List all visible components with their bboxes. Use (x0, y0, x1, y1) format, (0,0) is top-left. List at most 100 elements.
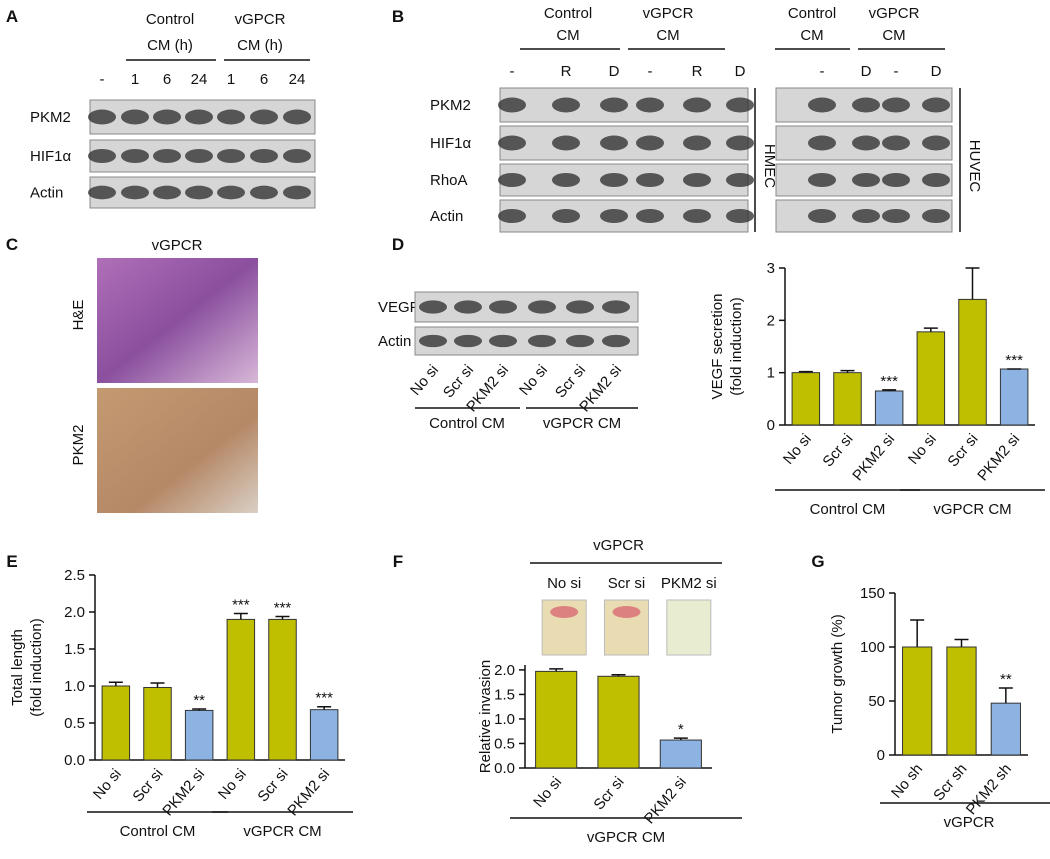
blot-band (250, 185, 278, 200)
ihc-image (97, 388, 258, 513)
blot-band (852, 172, 880, 188)
blot-band (600, 135, 628, 151)
row-label: VEGF (378, 299, 419, 316)
bar (535, 670, 578, 769)
significance: *** (232, 596, 250, 613)
error-bar (192, 708, 207, 711)
blot-band (726, 208, 754, 224)
he-image (97, 258, 258, 383)
lane-label: - (648, 63, 653, 80)
blot-band (726, 172, 754, 188)
blot-band (882, 208, 910, 224)
lane-label: D (861, 63, 872, 80)
significance: *** (274, 599, 292, 616)
bar (916, 331, 946, 426)
blot-band (600, 97, 628, 113)
y-tick-label: 3 (767, 260, 775, 277)
panel-letter: G (811, 552, 824, 571)
y-tick-label: 1.0 (64, 678, 85, 695)
blot-band (185, 109, 213, 125)
blot-band (683, 135, 711, 151)
y-axis-label: (fold induction) (728, 297, 745, 395)
lane-label: 24 (191, 71, 208, 88)
lane-label: D (735, 63, 746, 80)
blot-band (683, 172, 711, 188)
bar (958, 298, 987, 426)
lane-label: - (100, 71, 105, 88)
bar (902, 646, 933, 756)
invasion-stain (550, 606, 579, 618)
bar (101, 685, 131, 761)
blot-band (808, 172, 836, 188)
blot-band (498, 208, 526, 224)
blot-band (489, 334, 517, 348)
y-tick-label: 150 (860, 585, 885, 602)
bar (597, 675, 640, 769)
group-label: Control CM (120, 823, 196, 840)
blot-band (88, 185, 116, 200)
row-label: PKM2 (30, 109, 71, 126)
image-label: PKM2 si (661, 575, 717, 592)
significance: *** (1005, 352, 1023, 369)
panel-letter: E (6, 552, 17, 571)
image-label: Scr si (608, 575, 646, 592)
blot-band (88, 109, 116, 125)
error-bar (965, 267, 980, 300)
error-bar (233, 612, 248, 620)
bar (309, 709, 339, 761)
panel-letter: A (6, 7, 18, 26)
blot-band (217, 109, 245, 125)
blot-band (283, 148, 311, 164)
blot-band (566, 300, 594, 314)
x-tick-label: Scr si (129, 766, 166, 806)
lane-label: 6 (260, 71, 268, 88)
bar (946, 646, 977, 756)
x-tick-label: No si (530, 774, 565, 811)
blot-band (217, 148, 245, 164)
y-axis-label: Tumor growth (%) (829, 614, 846, 733)
group-label: Control (146, 11, 194, 28)
y-axis-label: (fold induction) (28, 618, 45, 716)
blot-band (852, 97, 880, 113)
group-label: CM (h) (147, 37, 193, 54)
group-label: vGPCR (869, 5, 920, 22)
row-label: PKM2 (430, 97, 471, 114)
row-label: HIF1α (430, 135, 472, 152)
row-label: RhoA (430, 172, 468, 189)
x-tick-label: Scr si (590, 774, 627, 814)
blot-band (454, 334, 482, 348)
error-bar (910, 619, 925, 647)
panel-letter: D (392, 235, 404, 254)
bar (226, 618, 256, 761)
blot-band (552, 135, 580, 151)
blot-band (489, 300, 517, 314)
significance: * (678, 721, 684, 738)
row-label: H&E (70, 300, 87, 331)
blot-band (882, 135, 910, 151)
x-tick-label: No si (90, 766, 125, 803)
bar (143, 686, 172, 761)
blot-band (882, 97, 910, 113)
blot-band (153, 148, 181, 164)
blot-band (498, 97, 526, 113)
group-label: CM (882, 27, 905, 44)
y-axis-label: Relative invasion (477, 660, 494, 773)
error-bar (150, 682, 165, 688)
row-label: Actin (30, 185, 63, 202)
blot-band (726, 135, 754, 151)
blot-band (602, 300, 630, 314)
blot-band (922, 135, 950, 151)
y-tick-label: 1.5 (494, 686, 515, 703)
header-label: vGPCR (593, 537, 644, 554)
bar (184, 709, 214, 761)
y-tick-label: 1 (767, 365, 775, 382)
group-label: vGPCR (944, 814, 995, 831)
group-label: vGPCR (643, 5, 694, 22)
lane-label: R (692, 63, 703, 80)
group-label: vGPCR (235, 11, 286, 28)
blot-band (283, 185, 311, 200)
significance: ** (193, 692, 205, 709)
error-bar (108, 681, 123, 686)
image-label: No si (547, 575, 581, 592)
significance: *** (315, 690, 333, 707)
